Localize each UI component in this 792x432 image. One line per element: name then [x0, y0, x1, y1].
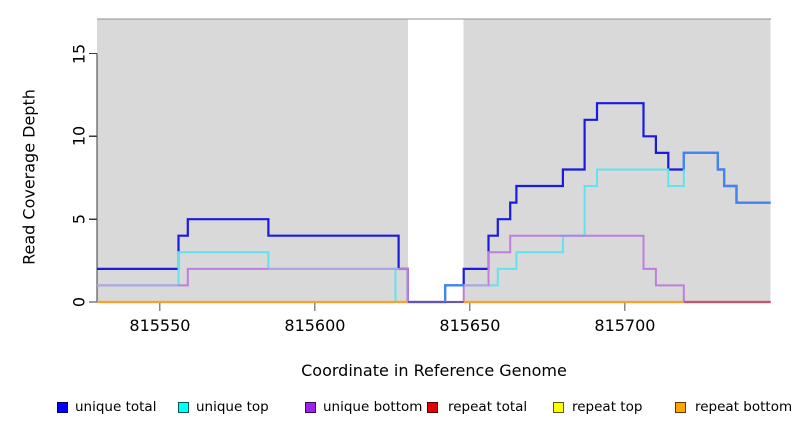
legend-swatch-repeat-total [427, 402, 438, 413]
plot-background-region-0 [97, 19, 408, 303]
plot-background-region-1 [463, 19, 771, 303]
x-tick-label-815550: 815550 [129, 316, 191, 335]
legend-swatch-unique-total [57, 402, 68, 413]
legend-label-unique-bottom: unique bottom [323, 399, 423, 415]
legend-label-repeat-top: repeat top [572, 399, 643, 415]
x-axis-title: Coordinate in Reference Genome [301, 361, 567, 380]
legend-label-repeat-bottom: repeat bottom [695, 399, 792, 415]
legend-label-unique-top: unique top [196, 399, 269, 415]
legend-label-unique-total: unique total [75, 399, 157, 415]
y-tick-label-15: 15 [69, 43, 89, 64]
y-tick-label-5: 5 [69, 214, 89, 225]
y-axis-title: Read Coverage Depth [19, 89, 39, 265]
legend-swatch-unique-bottom [305, 402, 316, 413]
x-tick-label-815700: 815700 [594, 316, 656, 335]
legend-swatch-repeat-top [553, 402, 564, 413]
y-tick-label-0: 0 [69, 296, 89, 308]
series-blue-cyan-blend-gap-rise [444, 284, 464, 302]
y-tick-label-10: 10 [69, 126, 89, 147]
legend-swatch-repeat-bottom [675, 402, 686, 413]
legend-label-repeat-total: repeat total [448, 399, 528, 415]
x-tick-label-815650: 815650 [439, 316, 501, 335]
series-blue-cyan-blend-right [682, 151, 771, 204]
legend-swatch-unique-top [178, 402, 189, 413]
x-tick-label-815600: 815600 [284, 316, 346, 335]
